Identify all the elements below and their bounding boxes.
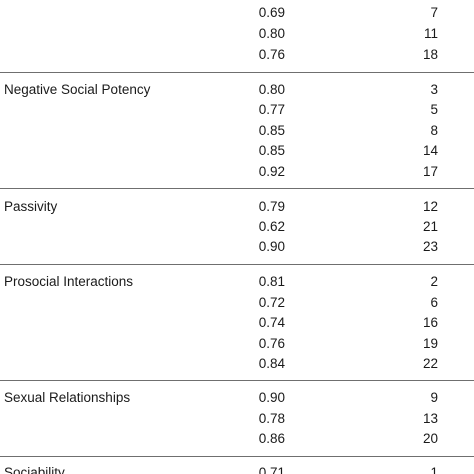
group-divider <box>0 264 474 265</box>
item-number: 8 <box>430 123 438 138</box>
loading-value: 0.76 <box>258 47 285 62</box>
item-number: 18 <box>422 47 438 62</box>
loading-value: 0.80 <box>258 26 285 41</box>
loading-value: 0.78 <box>258 411 285 426</box>
item-number: 5 <box>430 102 438 117</box>
loading-value: 0.90 <box>258 239 285 254</box>
item-number: 3 <box>430 82 438 97</box>
loading-value: 0.62 <box>258 219 285 234</box>
item-number: 19 <box>422 336 438 351</box>
loading-value: 0.80 <box>258 82 285 97</box>
loading-value: 0.81 <box>258 274 285 289</box>
loading-value: 0.69 <box>258 5 285 20</box>
factor-label: Negative Social Potency <box>4 82 151 97</box>
item-number: 7 <box>430 5 438 20</box>
item-number: 17 <box>422 164 438 179</box>
loading-value: 0.85 <box>258 143 285 158</box>
item-number: 9 <box>430 390 438 405</box>
item-number: 6 <box>430 295 438 310</box>
loading-value: 0.92 <box>258 164 285 179</box>
item-number: 22 <box>422 356 438 371</box>
group-divider <box>0 72 474 73</box>
loading-value: 0.74 <box>258 315 285 330</box>
item-number: 2 <box>430 274 438 289</box>
loading-value: 0.72 <box>258 295 285 310</box>
item-number: 21 <box>422 219 438 234</box>
item-number: 11 <box>423 26 438 41</box>
item-number: 20 <box>422 431 438 446</box>
loading-value: 0.90 <box>258 390 285 405</box>
loading-value: 0.84 <box>258 356 285 371</box>
group-divider <box>0 188 474 189</box>
item-number: 1 <box>430 465 438 474</box>
loading-value: 0.71 <box>258 465 285 474</box>
loading-value: 0.77 <box>258 102 285 117</box>
item-number: 16 <box>422 315 438 330</box>
group-divider <box>0 380 474 381</box>
factor-label: Sociability <box>4 465 65 474</box>
item-number: 12 <box>422 199 438 214</box>
factor-label: Passivity <box>4 199 58 214</box>
item-number: 23 <box>422 239 438 254</box>
item-number: 14 <box>422 143 438 158</box>
loading-value: 0.79 <box>258 199 285 214</box>
loading-value: 0.76 <box>258 336 285 351</box>
group-divider <box>0 456 474 457</box>
loading-value: 0.85 <box>258 123 285 138</box>
factor-label: Sexual Relationships <box>4 390 131 405</box>
item-number: 13 <box>422 411 438 426</box>
loading-value: 0.86 <box>258 431 285 446</box>
factor-label: Prosocial Interactions <box>4 274 134 289</box>
